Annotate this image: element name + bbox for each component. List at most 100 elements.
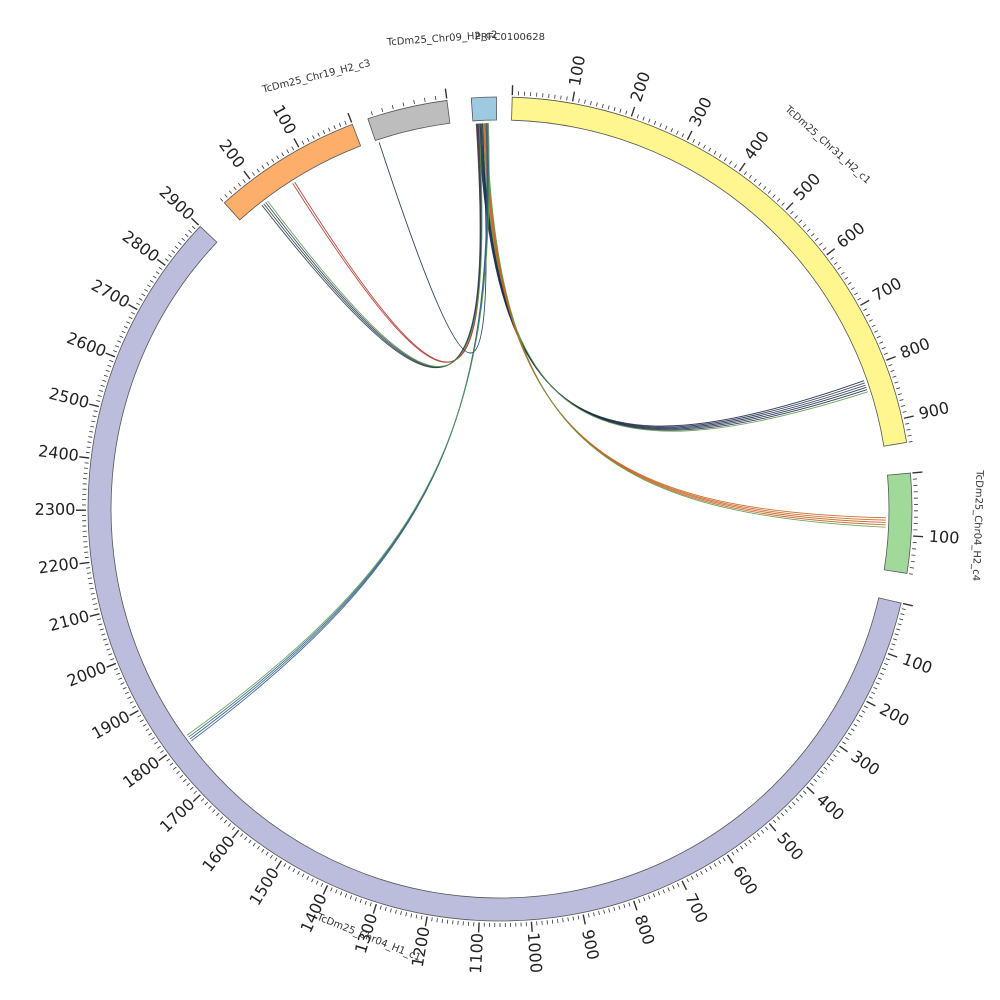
major-tick: [630, 106, 636, 117]
minor-tick: [863, 308, 868, 311]
minor-tick: [93, 410, 98, 413]
minor-tick: [301, 873, 305, 878]
minor-tick: [713, 863, 717, 867]
major-tick: [785, 202, 794, 211]
minor-tick: [810, 782, 814, 787]
minor-tick: [676, 130, 679, 135]
minor-tick: [169, 762, 174, 766]
minor-tick: [118, 677, 123, 680]
minor-tick: [753, 178, 757, 183]
minor-tick: [424, 97, 426, 102]
minor-tick: [166, 758, 171, 762]
minor-tick: [190, 786, 194, 791]
minor-tick: [667, 887, 670, 892]
minor-tick: [389, 908, 392, 913]
segment-chr31: [511, 96, 908, 447]
segment-label-prfc: PRFC0100628: [475, 32, 545, 43]
minor-tick: [820, 770, 824, 774]
minor-tick: [172, 766, 177, 770]
minor-tick: [659, 123, 662, 128]
minor-tick: [744, 842, 748, 847]
minor-tick: [330, 887, 333, 892]
minor-tick: [103, 374, 108, 377]
minor-tick: [731, 851, 735, 856]
minor-tick: [297, 870, 300, 875]
major-tick: [79, 561, 90, 565]
minor-tick: [105, 369, 110, 372]
minor-tick: [186, 782, 191, 787]
minor-tick: [854, 292, 858, 296]
minor-tick: [888, 364, 893, 367]
minor-tick: [811, 233, 815, 237]
minor-tick: [108, 653, 113, 656]
minor-tick: [223, 819, 228, 824]
major-tick: [190, 217, 200, 226]
major-tick: [79, 456, 90, 459]
minor-tick: [802, 790, 807, 794]
tick-label: 2500: [47, 384, 91, 412]
minor-tick: [868, 696, 873, 699]
minor-tick: [242, 179, 246, 183]
tick-label: 2100: [47, 606, 91, 635]
link-strand: [485, 123, 886, 526]
minor-tick: [152, 275, 157, 279]
minor-tick: [780, 812, 785, 817]
major-tick: [322, 885, 329, 895]
minor-tick: [85, 451, 90, 454]
minor-tick: [381, 107, 384, 113]
segment-chr19: [223, 123, 362, 221]
minor-tick: [792, 801, 796, 806]
tick-label: 500: [789, 169, 824, 204]
major-tick: [231, 829, 240, 839]
minor-tick: [100, 384, 105, 387]
minor-tick: [587, 913, 590, 918]
links-layer: [186, 123, 886, 742]
minor-tick: [822, 247, 827, 251]
minor-tick: [281, 152, 285, 157]
major-tick: [806, 786, 815, 795]
minor-tick: [121, 330, 126, 334]
minor-tick: [124, 691, 129, 695]
minor-tick: [181, 237, 185, 241]
minor-tick: [86, 446, 91, 449]
minor-tick: [107, 364, 112, 367]
minor-tick: [188, 229, 192, 234]
major-tick: [158, 754, 168, 762]
minor-tick: [623, 903, 626, 909]
minor-tick: [798, 219, 803, 223]
minor-tick: [790, 210, 794, 215]
major-tick: [128, 304, 138, 311]
segment-chr04h1: [87, 225, 902, 922]
minor-tick: [251, 172, 255, 176]
minor-tick: [844, 276, 849, 280]
minor-tick: [662, 889, 665, 894]
minor-tick: [98, 623, 103, 626]
minor-tick: [784, 809, 788, 813]
minor-tick: [847, 732, 852, 736]
minor-tick: [636, 114, 639, 119]
tick-label: 2300: [35, 500, 76, 519]
minor-tick: [379, 905, 382, 910]
link-strand: [483, 123, 886, 521]
minor-tick: [410, 913, 413, 918]
major-tick: [571, 91, 576, 102]
link-strand: [186, 123, 490, 736]
minor-tick: [328, 127, 331, 132]
minor-tick: [219, 816, 224, 820]
link-strand: [188, 123, 489, 738]
minor-tick: [129, 701, 134, 704]
minor-tick: [138, 298, 143, 301]
minor-tick: [709, 865, 713, 870]
tick-label: 2400: [37, 441, 80, 465]
minor-tick: [648, 118, 651, 123]
major-tick: [424, 916, 428, 927]
minor-tick: [102, 379, 107, 382]
minor-tick: [391, 105, 394, 110]
link-strand: [478, 123, 865, 428]
minor-tick: [638, 898, 641, 903]
minor-tick: [900, 613, 905, 616]
minor-tick: [672, 885, 675, 890]
minor-tick: [879, 341, 884, 344]
minor-tick: [871, 691, 876, 695]
minor-tick: [681, 133, 685, 138]
